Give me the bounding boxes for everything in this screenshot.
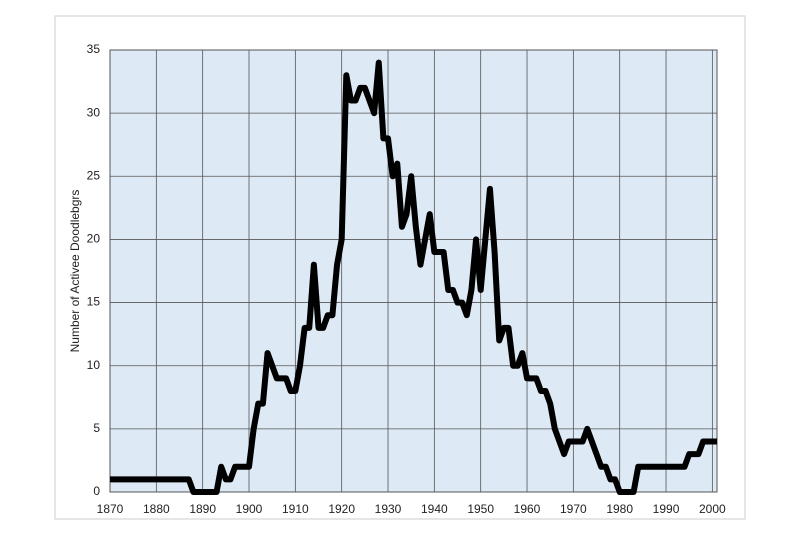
x-tick-label: 1930 xyxy=(375,502,402,516)
x-tick-label: 1940 xyxy=(421,502,448,516)
plot-area xyxy=(110,50,717,492)
y-tick-label: 30 xyxy=(87,105,101,119)
y-axis-label: Number of Activee Doodlebgrs xyxy=(68,190,82,353)
y-tick-label: 15 xyxy=(87,295,101,309)
x-tick-label: 1870 xyxy=(97,502,124,516)
x-tick-label: 1920 xyxy=(328,502,355,516)
y-tick-label: 0 xyxy=(93,484,100,498)
y-tick-label: 5 xyxy=(93,421,100,435)
x-tick-label: 2000 xyxy=(699,502,726,516)
x-tick-label: 1990 xyxy=(653,502,680,516)
x-tick-label: 1950 xyxy=(467,502,494,516)
x-tick-label: 1910 xyxy=(282,502,309,516)
y-tick-label: 20 xyxy=(87,232,101,246)
x-tick-label: 1970 xyxy=(560,502,587,516)
x-tick-label: 1890 xyxy=(189,502,216,516)
y-tick-label: 35 xyxy=(87,42,101,56)
data-line xyxy=(110,59,717,495)
y-tick-label: 25 xyxy=(87,168,101,182)
x-tick-label: 1880 xyxy=(143,502,170,516)
y-tick-label: 10 xyxy=(87,358,101,372)
x-tick-label: 1900 xyxy=(236,502,263,516)
x-tick-label: 1960 xyxy=(514,502,541,516)
x-tick-label: 1980 xyxy=(606,502,633,516)
plot-border xyxy=(109,49,718,493)
